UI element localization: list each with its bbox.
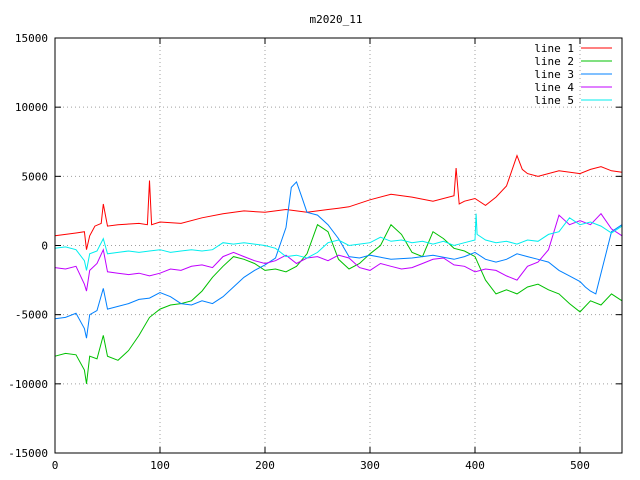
legend-label-5: line 5 <box>534 94 574 107</box>
y-tick-label: 5000 <box>22 170 49 183</box>
y-tick-label: 10000 <box>15 101 48 114</box>
x-tick-label: 100 <box>150 459 170 472</box>
legend-label-1: line 1 <box>534 42 574 55</box>
x-tick-label: 400 <box>465 459 485 472</box>
x-tick-label: 0 <box>52 459 59 472</box>
y-tick-label: -5000 <box>15 309 48 322</box>
x-tick-label: 300 <box>360 459 380 472</box>
legend-label-2: line 2 <box>534 55 574 68</box>
x-tick-label: 500 <box>570 459 590 472</box>
y-tick-label: 0 <box>41 240 48 253</box>
series-line-3 <box>54 180 623 339</box>
legend-label-3: line 3 <box>534 68 574 81</box>
series-line-2 <box>54 223 623 384</box>
series-line-5 <box>54 213 623 271</box>
series-lines <box>54 154 623 384</box>
y-tick-label: 15000 <box>15 32 48 45</box>
legend-label-4: line 4 <box>534 81 574 94</box>
y-tick-label: -10000 <box>8 378 48 391</box>
series-line-4 <box>54 212 623 292</box>
y-tick-label: -15000 <box>8 447 48 460</box>
x-tick-label: 200 <box>255 459 275 472</box>
chart-title: m2020_11 <box>310 13 363 26</box>
axis-ticks: 0 100 200 300 400 500 -15000 -10000 -5000 0 5000 10… <box>8 32 622 472</box>
grid <box>55 38 622 453</box>
series-line-1 <box>54 154 623 250</box>
